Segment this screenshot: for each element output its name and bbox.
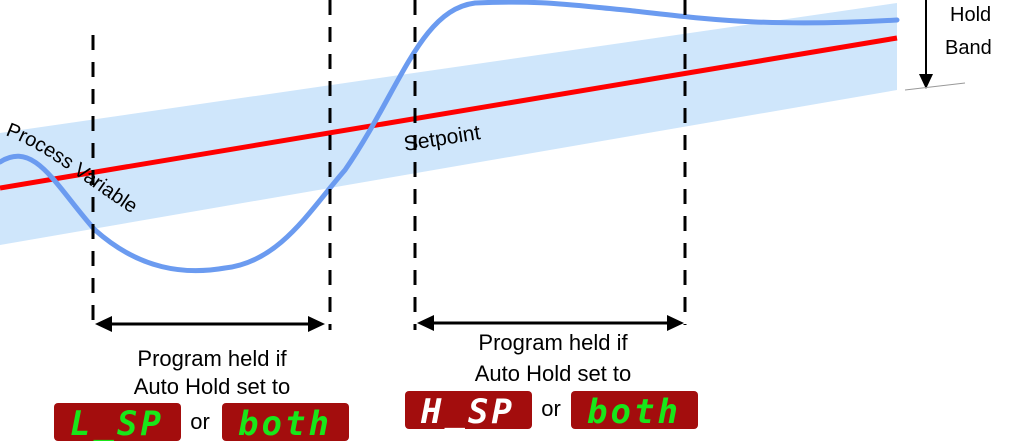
dashed-boundaries bbox=[91, 0, 687, 330]
left-caption-line2: Auto Hold set to bbox=[134, 374, 291, 399]
left-display-l-sp: L_SP bbox=[54, 403, 181, 441]
left-caption-line1: Program held if bbox=[137, 346, 287, 371]
left-or-text: or bbox=[190, 409, 210, 434]
hold-band-arrow-head bbox=[919, 74, 933, 89]
hold-band-tick bbox=[904, 82, 966, 91]
right-or-text: or bbox=[541, 396, 561, 421]
process-variable-curve bbox=[0, 0, 900, 274]
right-caption-line2: Auto Hold set to bbox=[475, 361, 632, 386]
right-display-both-text: both bbox=[587, 392, 681, 432]
left-display-both: both bbox=[222, 403, 349, 441]
hold-band-label-line1: Hold bbox=[950, 4, 991, 26]
left-region-arrow bbox=[95, 316, 325, 332]
right-caption-line1: Program held if bbox=[478, 330, 628, 355]
left-display-l-sp-text: L_SP bbox=[70, 404, 164, 441]
hold-band-label-line2: Band bbox=[945, 37, 992, 59]
right-region-arrow bbox=[417, 315, 684, 331]
setpoint-line bbox=[0, 35, 898, 191]
hold-band-area bbox=[0, 3, 897, 245]
right-display-h-sp-text: H_SP bbox=[420, 392, 515, 432]
right-display-h-sp: H_SP bbox=[405, 391, 532, 432]
left-display-both-text: both bbox=[238, 404, 332, 441]
right-display-both: both bbox=[571, 391, 698, 432]
